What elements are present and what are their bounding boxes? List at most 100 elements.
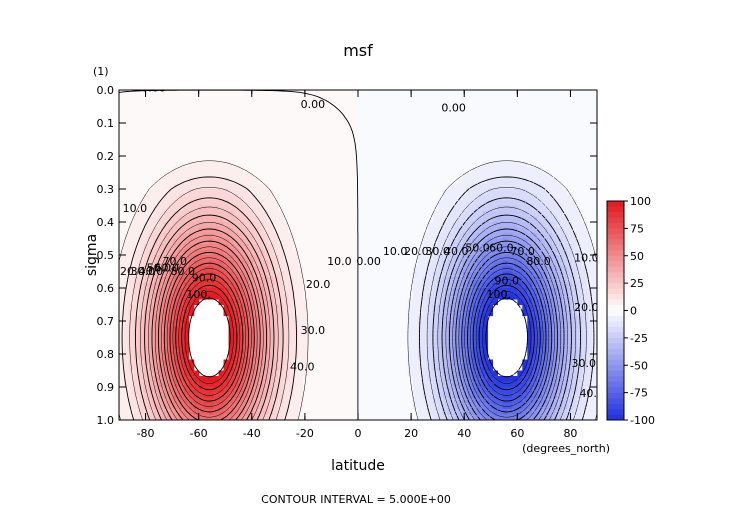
field-cell [477, 101, 484, 108]
field-cell [293, 376, 299, 383]
field-cell [308, 238, 314, 245]
field-cell [532, 211, 538, 218]
field-cell [387, 343, 394, 350]
field-cell [328, 200, 334, 207]
field-cell [502, 189, 508, 196]
field-cell [447, 200, 454, 207]
field-cell [238, 117, 245, 124]
field-cell [442, 101, 449, 108]
field-cell [482, 370, 489, 377]
field-cell [452, 183, 459, 190]
field-cell [462, 106, 469, 113]
field-cell [587, 315, 593, 322]
field-cell [178, 304, 185, 311]
field-cell [402, 343, 409, 350]
field-cell [407, 101, 414, 108]
field-cell [592, 343, 597, 350]
field-cell [313, 145, 319, 152]
field-cell [183, 222, 190, 229]
field-cell [472, 370, 479, 377]
field-cell [273, 128, 279, 135]
field-cell [377, 145, 384, 152]
field-cell [527, 128, 533, 135]
field-cell [153, 299, 160, 306]
field-cell [123, 194, 130, 201]
field-cell [462, 183, 469, 190]
field-cell [298, 139, 304, 146]
field-cell [318, 365, 324, 372]
field-cell [128, 216, 135, 223]
field-cell [283, 326, 289, 333]
field-cell [163, 200, 170, 207]
field-cell [467, 106, 474, 113]
field-cell [447, 282, 454, 289]
field-cell [343, 238, 349, 245]
field-cell [437, 167, 444, 174]
field-cell [308, 266, 314, 273]
field-cell [213, 101, 220, 108]
field-cell [542, 194, 548, 201]
field-cell [238, 189, 245, 196]
field-cell [447, 101, 454, 108]
field-cell [348, 134, 354, 141]
field-cell [353, 112, 359, 119]
field-cell [542, 134, 548, 141]
field-cell [123, 112, 130, 119]
field-cell [308, 172, 314, 179]
field-cell [128, 150, 135, 157]
field-cell [537, 123, 543, 130]
field-cell [487, 200, 494, 207]
field-cell [288, 233, 294, 240]
field-cell [328, 227, 334, 234]
field-cell [348, 233, 354, 240]
field-cell [392, 205, 399, 212]
field-cell [487, 282, 494, 289]
field-cell [308, 112, 314, 119]
field-cell [168, 343, 175, 350]
field-cell [298, 189, 304, 196]
field-cell [522, 134, 528, 141]
field-cell [178, 365, 185, 372]
field-cell [333, 244, 339, 251]
field-cell [143, 315, 150, 322]
field-cell [552, 348, 558, 355]
field-cell [313, 123, 319, 130]
field-cell [562, 123, 568, 130]
field-cell [313, 194, 319, 201]
field-cell [397, 288, 404, 295]
field-cell [243, 167, 250, 174]
field-cell [462, 271, 469, 278]
field-cell [417, 337, 424, 344]
field-cell [482, 332, 489, 339]
field-cell [412, 359, 419, 366]
field-cell [587, 222, 593, 229]
field-cell [148, 161, 155, 168]
field-cell [392, 365, 399, 372]
field-cell [442, 134, 449, 141]
field-cell [417, 332, 424, 339]
field-cell [263, 233, 269, 240]
field-cell [432, 343, 439, 350]
field-cell [198, 266, 205, 273]
field-cell [572, 150, 578, 157]
field-cell [323, 277, 329, 284]
field-cell [338, 249, 344, 256]
field-cell [243, 211, 250, 218]
field-cell [288, 222, 294, 229]
field-cell [119, 128, 125, 135]
field-cell [158, 139, 165, 146]
field-cell [328, 117, 334, 124]
field-cell [542, 304, 548, 311]
field-cell [537, 370, 543, 377]
field-cell [308, 304, 314, 311]
field-cell [512, 117, 518, 124]
field-cell [487, 145, 494, 152]
field-cell [392, 376, 399, 383]
field-cell [507, 145, 513, 152]
field-cell [119, 260, 125, 267]
field-cell [308, 249, 314, 256]
field-cell [213, 112, 220, 119]
field-cell [283, 150, 289, 157]
field-cell [233, 211, 240, 218]
field-cell [158, 288, 165, 295]
